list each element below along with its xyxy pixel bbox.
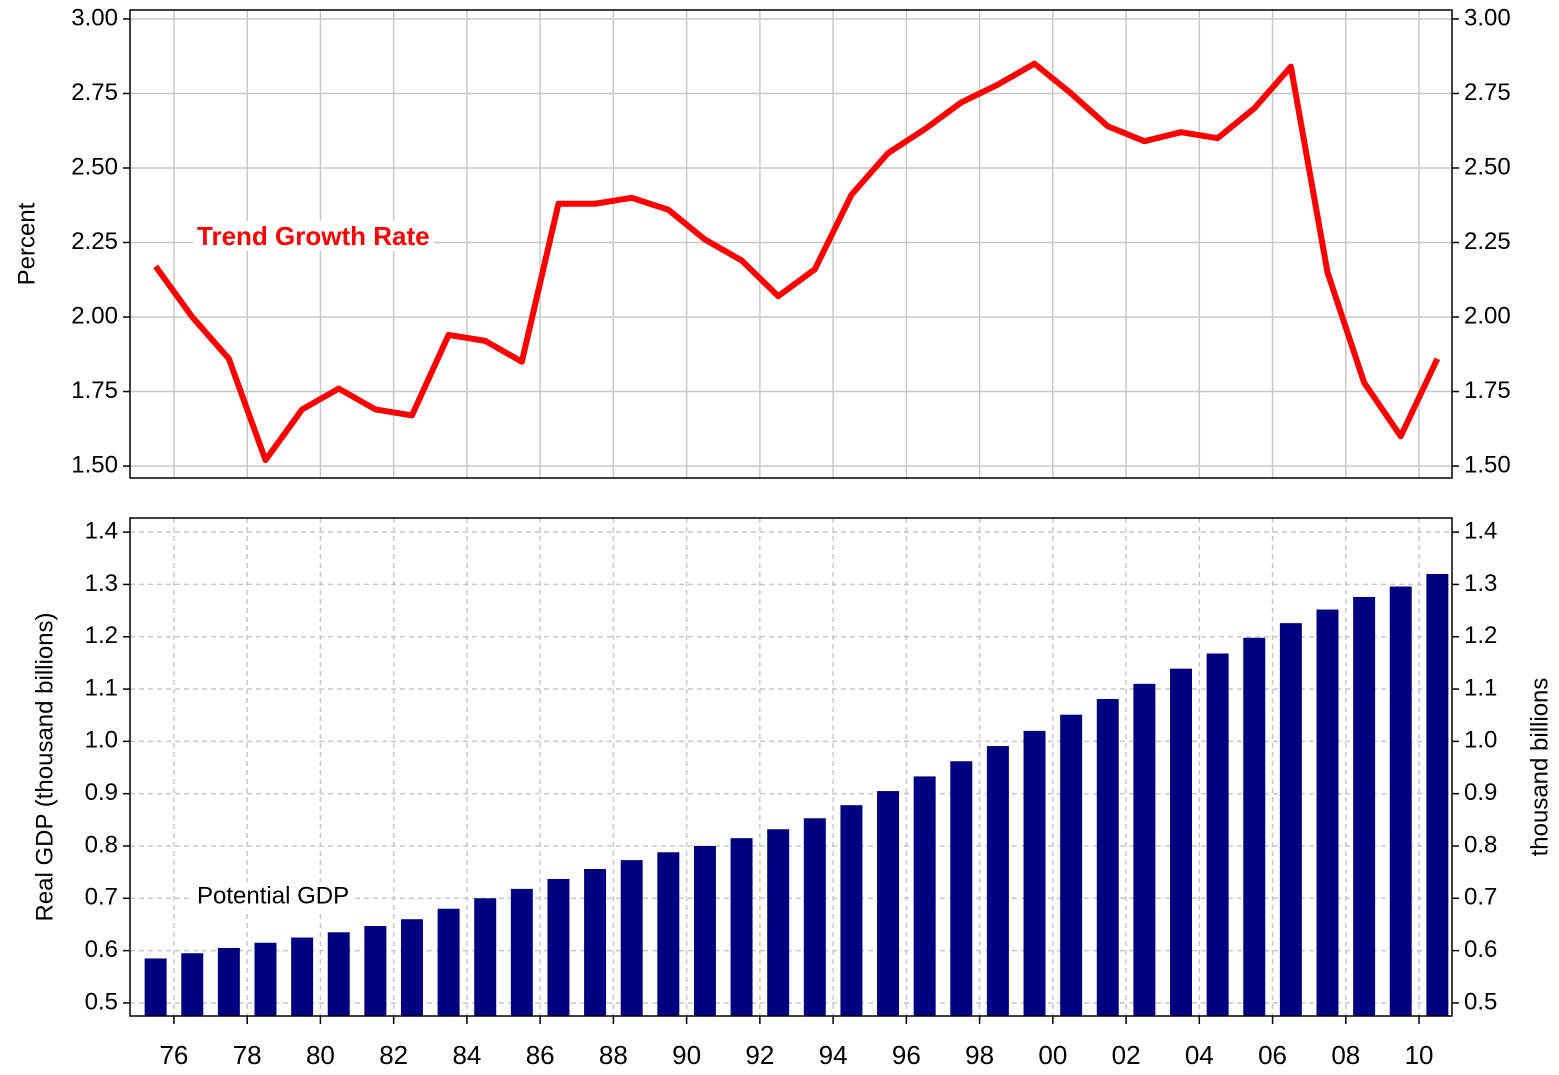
y2-tick-label: 1.0 — [1464, 727, 1497, 754]
y-tick-label: 0.6 — [85, 936, 118, 963]
x-tick-label: 96 — [892, 1040, 921, 1070]
bar — [767, 829, 790, 1016]
bar — [291, 937, 314, 1016]
y2-tick-label: 1.50 — [1464, 451, 1511, 478]
bar — [693, 845, 716, 1016]
y2-tick-label: 2.00 — [1464, 302, 1511, 329]
x-tick-label: 84 — [452, 1040, 481, 1070]
x-tick-label: 80 — [306, 1040, 335, 1070]
bar — [474, 898, 497, 1016]
y-tick-label: 1.50 — [71, 451, 118, 478]
y-tick-label: 1.2 — [85, 622, 118, 649]
x-tick-label: 88 — [599, 1040, 628, 1070]
x-tick-label: 90 — [672, 1040, 701, 1070]
bar — [1170, 668, 1192, 1016]
bar — [730, 838, 753, 1016]
y2-tick-label: 1.2 — [1464, 622, 1497, 649]
bar — [1353, 596, 1376, 1016]
y2-tick-label: 3.00 — [1464, 4, 1511, 31]
plot-frame — [129, 9, 1453, 479]
x-tick-label: 78 — [233, 1040, 262, 1070]
x-tick-label: 86 — [526, 1040, 555, 1070]
bar — [1133, 683, 1156, 1016]
y2-axis-label: thousand billions — [1526, 678, 1553, 857]
bar — [1316, 609, 1339, 1016]
bar — [1426, 573, 1449, 1016]
bar — [986, 746, 1009, 1016]
bar — [803, 818, 826, 1016]
bar — [1060, 714, 1083, 1016]
y2-tick-label: 2.50 — [1464, 153, 1511, 180]
x-tick-label: 06 — [1258, 1040, 1287, 1070]
x-tick-label: 08 — [1331, 1040, 1360, 1070]
y-tick-label: 3.00 — [71, 4, 118, 31]
annotation-background — [193, 882, 354, 910]
bar — [1243, 637, 1266, 1016]
bar — [217, 947, 240, 1016]
y2-tick-label: 1.1 — [1464, 674, 1497, 701]
trend-line — [153, 60, 1441, 464]
y-tick-label: 2.25 — [71, 228, 118, 255]
y2-tick-label: 1.3 — [1464, 570, 1497, 597]
x-tick-label: 10 — [1405, 1040, 1434, 1070]
bar — [950, 761, 973, 1016]
y2-tick-label: 1.75 — [1464, 377, 1511, 404]
y2-tick-label: 0.9 — [1464, 779, 1497, 806]
y2-tick-label: 2.25 — [1464, 228, 1511, 255]
x-tick-label: 92 — [745, 1040, 774, 1070]
y-tick-label: 1.75 — [71, 377, 118, 404]
plot-frame — [129, 517, 1453, 1017]
bar — [254, 942, 277, 1016]
y-tick-label: 2.75 — [71, 79, 118, 106]
bar — [437, 908, 460, 1016]
bar — [327, 932, 350, 1016]
bar — [620, 860, 643, 1016]
y-tick-label: 1.0 — [85, 727, 118, 754]
bar — [584, 869, 607, 1016]
y-tick-label: 2.00 — [71, 302, 118, 329]
y-tick-label: 1.3 — [85, 570, 118, 597]
y-tick-label: 0.9 — [85, 779, 118, 806]
y-tick-label: 2.50 — [71, 153, 118, 180]
bar — [144, 958, 167, 1016]
bar — [1096, 698, 1119, 1016]
y2-tick-label: 0.6 — [1464, 936, 1497, 963]
y-tick-label: 0.5 — [85, 988, 118, 1015]
x-tick-label: 98 — [965, 1040, 994, 1070]
y-tick-label: 0.8 — [85, 831, 118, 858]
bar — [510, 888, 533, 1016]
bar — [840, 805, 863, 1016]
y-tick-label: 0.7 — [85, 884, 118, 911]
bar — [913, 776, 936, 1016]
x-tick-label: 94 — [819, 1040, 848, 1070]
y2-tick-label: 0.7 — [1464, 884, 1497, 911]
y2-tick-label: 0.5 — [1464, 988, 1497, 1015]
x-tick-label: 02 — [1112, 1040, 1141, 1070]
x-tick-label: 04 — [1185, 1040, 1214, 1070]
bar — [400, 919, 423, 1016]
bar — [1279, 623, 1302, 1016]
bar — [181, 953, 204, 1016]
bar — [877, 791, 900, 1016]
y-tick-label: 1.1 — [85, 674, 118, 701]
bar — [1389, 586, 1412, 1016]
y2-tick-label: 0.8 — [1464, 831, 1497, 858]
bar — [364, 926, 387, 1016]
y-axis-label: Real GDP (thousand billions) — [31, 612, 58, 921]
x-tick-label: 82 — [379, 1040, 408, 1070]
x-tick-label: 00 — [1038, 1040, 1067, 1070]
y-tick-label: 1.4 — [85, 517, 118, 544]
y2-tick-label: 2.75 — [1464, 79, 1511, 106]
annotation: Trend Growth Rate — [197, 221, 430, 251]
annotation-background — [193, 220, 434, 251]
y2-tick-label: 1.4 — [1464, 517, 1497, 544]
bar — [547, 878, 570, 1016]
annotation: Potential GDP — [197, 882, 349, 909]
y-axis-label: Percent — [13, 202, 40, 285]
bar — [1206, 653, 1229, 1016]
bar — [657, 852, 680, 1016]
bar — [1023, 730, 1046, 1016]
x-tick-label: 76 — [159, 1040, 188, 1070]
